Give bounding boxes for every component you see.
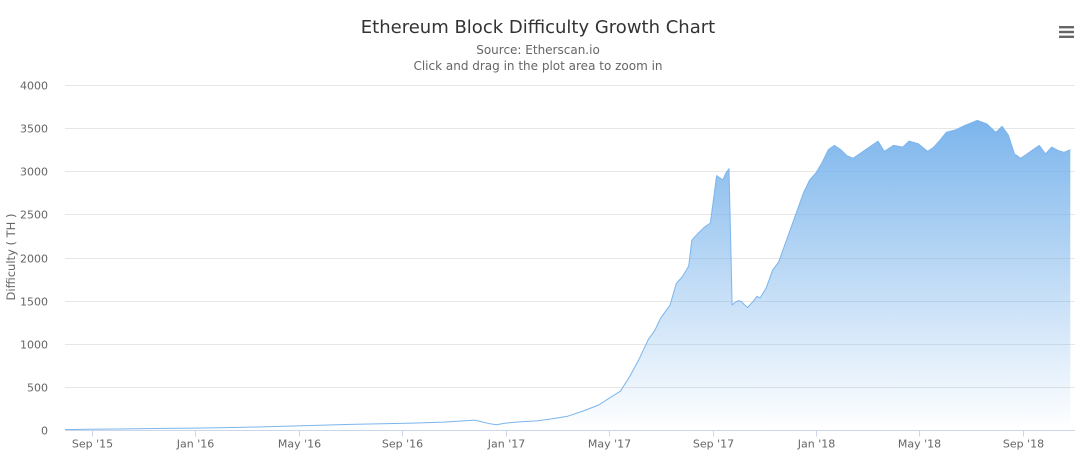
y-axis-title: Difficulty ( TH ) [4, 214, 18, 301]
x-tick-label: Sep '16 [382, 438, 423, 451]
y-tick-label: 4000 [20, 80, 48, 93]
chart-subtitle: Source: Etherscan.io [476, 43, 600, 57]
y-tick-label: 0 [41, 425, 48, 438]
x-tick-label: Jan '17 [487, 438, 525, 451]
x-tick-label: May '17 [588, 438, 631, 451]
y-tick-label: 2000 [20, 253, 48, 266]
x-tick-label: Sep '18 [1003, 438, 1044, 451]
x-tick-label: Sep '17 [693, 438, 734, 451]
x-tick-label: May '16 [278, 438, 321, 451]
y-tick-label: 500 [27, 382, 48, 395]
y-tick-label: 1500 [20, 296, 48, 309]
y-tick-label: 1000 [20, 339, 48, 352]
y-tick-label: 2500 [20, 209, 48, 222]
series-line[interactable] [64, 119, 1071, 431]
x-tick-label: Jan '16 [176, 438, 214, 451]
area-series[interactable] [64, 119, 1071, 431]
x-axis: Sep '15 Jan '16 May '16 Sep '16 Jan '17 May '… [65, 430, 1075, 451]
y-gridlines [65, 85, 1075, 388]
x-tick-label: May '18 [898, 438, 941, 451]
hamburger-menu-icon[interactable] [1052, 20, 1078, 44]
y-axis: 0 500 1000 1500 2000 2500 3000 3500 4000 [20, 80, 48, 438]
y-tick-label: 3500 [20, 123, 48, 136]
x-tick-label: Jan '18 [797, 438, 835, 451]
series-area-fill [65, 120, 1071, 431]
x-tick-label: Sep '15 [72, 438, 113, 451]
chart-title: Ethereum Block Difficulty Growth Chart [361, 17, 715, 38]
y-tick-label: 3000 [20, 166, 48, 179]
zoom-hint: Click and drag in the plot area to zoom … [413, 59, 662, 73]
